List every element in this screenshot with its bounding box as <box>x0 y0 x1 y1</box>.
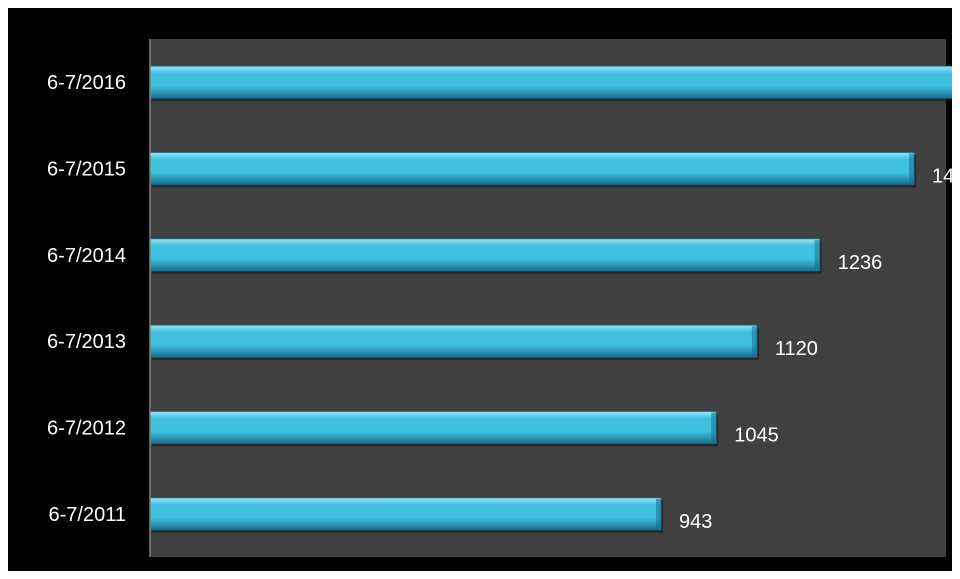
bar-group: 6-7/20161490 <box>47 65 952 102</box>
bar <box>149 65 952 99</box>
bar-end-cap <box>814 239 820 270</box>
category-label: 6-7/2011 <box>49 504 126 526</box>
bar-end-cap <box>711 412 717 443</box>
bar <box>149 324 758 358</box>
data-label: 1120 <box>775 338 818 360</box>
data-label: 1410 <box>932 166 952 188</box>
bar-end-cap <box>655 498 661 529</box>
bar-end-cap <box>751 326 757 357</box>
bar <box>149 152 915 185</box>
bar <box>149 497 662 531</box>
category-label: 6-7/2013 <box>47 331 126 353</box>
data-label: 1236 <box>838 252 883 274</box>
category-label: 6-7/2016 <box>47 72 126 94</box>
category-label: 6-7/2015 <box>47 159 126 181</box>
bar-chart: 6-7/201614906-7/201514106-7/201412366-7/… <box>47 39 952 557</box>
bar-end-cap <box>909 153 915 184</box>
bar-group: 6-7/2011 943 <box>49 497 712 533</box>
category-label: 6-7/2014 <box>47 245 126 267</box>
bar <box>149 411 717 444</box>
bar-group: 6-7/2013 1120 <box>47 324 818 361</box>
bar <box>149 238 821 272</box>
chart-frame: 6-7/201614906-7/201514106-7/201412366-7/… <box>8 8 952 571</box>
bar-group: 6-7/2014 1236 <box>47 238 883 274</box>
data-label: 1045 <box>734 425 779 447</box>
bar-group: 6-7/2012 1045 <box>47 411 779 447</box>
plot-area <box>150 39 946 557</box>
data-label: 943 <box>679 511 712 533</box>
bar-group: 6-7/2015 1410 <box>47 152 952 188</box>
category-label: 6-7/2012 <box>47 418 126 440</box>
